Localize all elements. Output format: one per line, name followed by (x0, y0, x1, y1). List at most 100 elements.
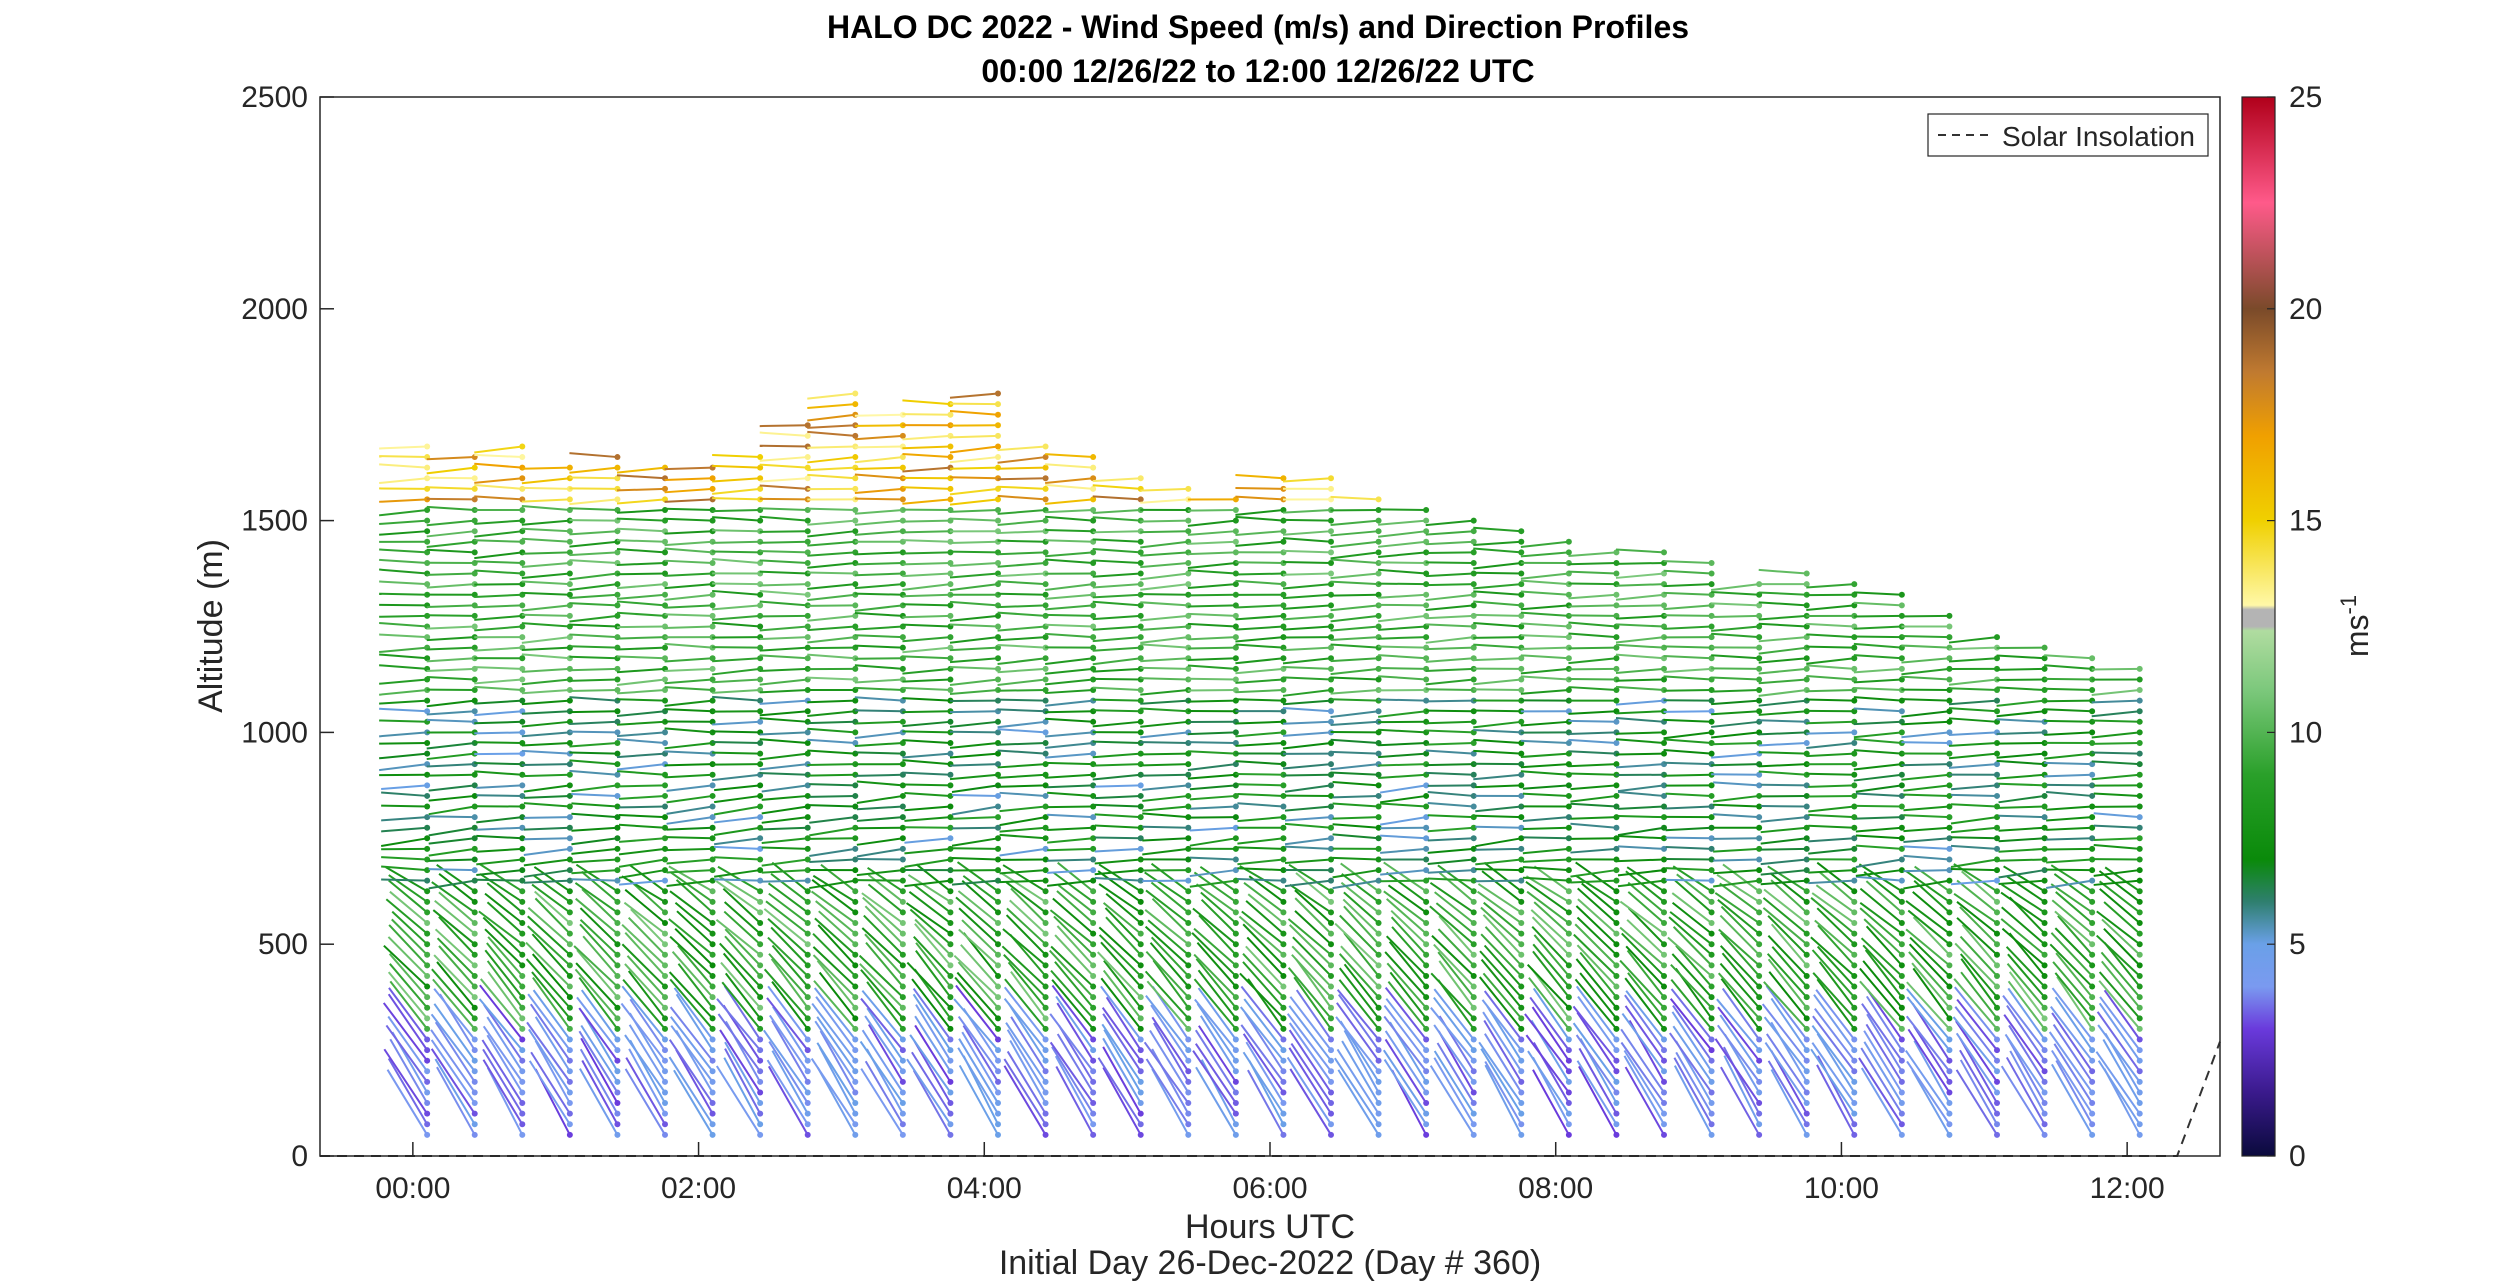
wind-barb (2093, 844, 2140, 850)
wind-barb-point (1756, 1068, 1763, 1075)
wind-barb-point (1423, 750, 1430, 757)
wind-barb (1289, 996, 1332, 1051)
wind-barb-point (1613, 1036, 1620, 1043)
wind-barb-point (757, 708, 764, 715)
wind-barb (2052, 961, 2093, 1009)
wind-barb-point (1423, 983, 1430, 990)
wind-barb-point (1232, 496, 1239, 503)
wind-barb (1282, 572, 1332, 576)
wind-barb (1711, 720, 1760, 728)
wind-barb (1105, 996, 1142, 1051)
wind-barb (523, 784, 570, 793)
wind-barb (1045, 463, 1094, 469)
wind-barb (720, 961, 761, 1009)
wind-barb-point (1613, 549, 1620, 556)
wind-barb-point (1042, 898, 1049, 905)
wind-barb (997, 678, 1046, 686)
wind-barb (381, 784, 428, 791)
wind-barb (1818, 871, 1855, 903)
wind-barb (1187, 604, 1236, 608)
wind-barb (1140, 752, 1189, 756)
wind-barb-point (1232, 983, 1239, 990)
wind-barb (664, 530, 713, 535)
wind-barb-point (1375, 792, 1382, 799)
wind-barb (1378, 741, 1427, 747)
wind-barb (949, 614, 999, 622)
wind-barb-point (1137, 559, 1144, 566)
wind-barb (2091, 741, 2140, 745)
wind-barb-point (471, 1121, 478, 1128)
wind-barb-point (1137, 1110, 1144, 1117)
wind-barb-point (1708, 920, 1715, 927)
wind-barb (1716, 873, 1760, 903)
wind-barb-point (566, 496, 573, 503)
wind-barb (1767, 915, 1808, 956)
wind-barb-point (2136, 814, 2143, 821)
wind-barb (569, 466, 618, 474)
wind-barb-point (1090, 570, 1097, 577)
wind-barb-point (1565, 1100, 1572, 1107)
wind-barb (2093, 792, 2140, 797)
wind-barb-point (614, 464, 621, 471)
wind-barb-point (1946, 1089, 1953, 1096)
wind-barb (479, 984, 524, 1041)
wind-barb (1520, 590, 1569, 596)
wind-barb-point (1803, 676, 1810, 683)
wind-barb (761, 858, 808, 867)
wind-barb-point (1423, 941, 1430, 948)
wind-barb (1855, 844, 1902, 850)
wind-barb-point (1661, 1015, 1667, 1022)
wind-barb (616, 583, 666, 590)
wind-barb (1955, 1069, 1998, 1136)
wind-barb (1282, 614, 1332, 621)
wind-barb-point (899, 877, 906, 884)
wind-barb (1624, 1005, 1665, 1062)
wind-barb-point (1756, 994, 1763, 1001)
wind-barb (958, 1038, 999, 1104)
wind-barb (1950, 867, 1998, 872)
wind-barb-point (852, 941, 859, 948)
wind-barb-point (852, 814, 859, 821)
wind-barb (1047, 879, 1094, 887)
wind-barb (1049, 1041, 1094, 1104)
wind-barb-point (709, 1004, 716, 1011)
wind-barb-point (995, 983, 1001, 990)
wind-barb-point (947, 750, 954, 757)
wind-barb-point (1661, 983, 1667, 990)
wind-barb-point (614, 972, 621, 979)
wind-barb (1378, 561, 1427, 564)
wind-barb (580, 1024, 619, 1083)
wind-barb (1195, 958, 1237, 1009)
wind-barb-point (947, 1015, 954, 1022)
wind-barb (1713, 781, 1760, 787)
wind-barb (428, 826, 475, 837)
wind-barb (1863, 918, 1903, 956)
wind-barb (1948, 636, 1998, 644)
wind-barb-point (899, 1121, 906, 1128)
wind-barb (618, 837, 666, 843)
wind-barb-point (1470, 962, 1477, 969)
wind-barb (1235, 741, 1284, 747)
wind-barb (1282, 676, 1332, 681)
wind-barb (1948, 687, 1998, 692)
wind-barb-point (519, 1015, 526, 1022)
wind-barb (854, 466, 903, 471)
wind-barb-point (424, 1131, 431, 1138)
wind-barb (1098, 934, 1142, 977)
wind-barb-point (1565, 994, 1572, 1001)
wind-barb (2000, 891, 2046, 924)
wind-barb (666, 869, 713, 874)
wind-barb (949, 646, 999, 652)
wind-barb-point (757, 1015, 764, 1022)
wind-barb (379, 530, 428, 536)
wind-barb (1379, 784, 1427, 794)
wind-barb (1378, 698, 1427, 702)
wind-barb (1758, 591, 1807, 596)
wind-barb (761, 794, 808, 801)
wind-barb (771, 861, 809, 893)
wind-barb (1284, 805, 1332, 812)
wind-barb (1526, 963, 1570, 1009)
wind-barb-point (424, 983, 431, 990)
wind-barb (569, 540, 618, 548)
